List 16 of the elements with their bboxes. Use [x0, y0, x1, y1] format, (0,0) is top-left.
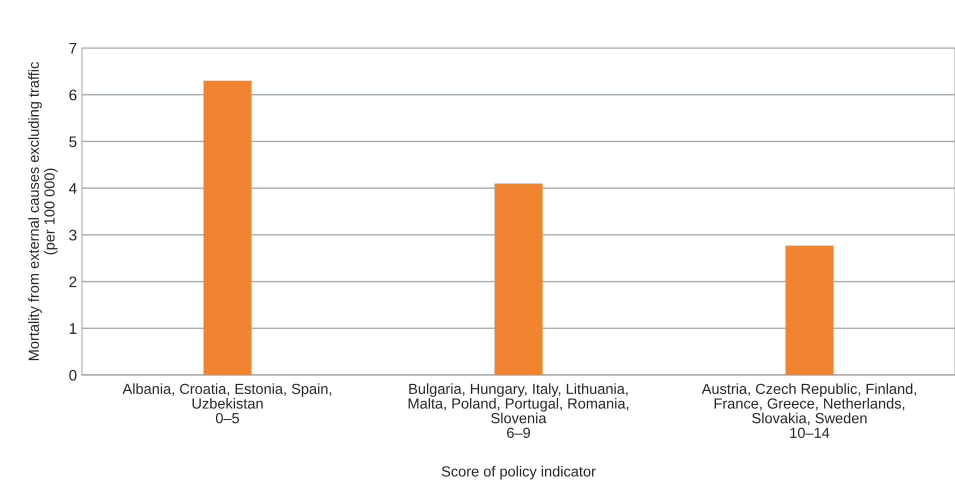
bar: [203, 80, 252, 375]
y-axis-title: Mortality from external causes excluding traffic (per 100 000): [28, 62, 58, 360]
y-tick-label: 2: [69, 276, 76, 288]
bar: [785, 246, 834, 375]
bar: [494, 183, 543, 375]
x-tick-label: Bulgaria, Hungary, Italy, Lithuania, Malta, Poland, Portugal, Romania, Slovenia 6–9: [408, 383, 628, 438]
y-tick-label: 6: [69, 90, 76, 100]
y-tick-label: 4: [68, 183, 77, 194]
y-tick-label: 0: [69, 370, 77, 381]
x-axis-title: Score of policy indicator: [442, 466, 596, 480]
y-tick-label: 5: [69, 136, 76, 148]
y-tick-label: 7: [69, 43, 76, 54]
y-tick-label: 1: [70, 323, 76, 334]
x-tick-label: Albania, Croatia, Estonia, Spain, Uzbekistan 0–5: [122, 383, 332, 424]
y-tick-label: 3: [69, 230, 76, 241]
x-tick-label: Austria, Czech Republic, Finland, France, Greece, Netherlands, Slovakia, Sweden 10–14: [702, 383, 916, 438]
